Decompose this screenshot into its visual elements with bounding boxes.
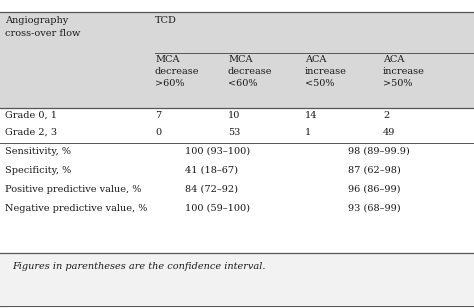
Text: 93 (68–99): 93 (68–99) xyxy=(348,204,401,213)
Text: 100 (59–100): 100 (59–100) xyxy=(185,204,250,213)
Text: Positive predictive value, %: Positive predictive value, % xyxy=(5,185,141,194)
Text: 100 (93–100): 100 (93–100) xyxy=(185,147,250,156)
Bar xyxy=(0,253,474,308)
Bar xyxy=(0,12,474,108)
Text: 49: 49 xyxy=(383,128,395,137)
Text: 1: 1 xyxy=(305,128,311,137)
Bar xyxy=(0,108,474,143)
Text: 98 (89–99.9): 98 (89–99.9) xyxy=(348,147,410,156)
Text: 87 (62–98): 87 (62–98) xyxy=(348,166,401,175)
Text: 53: 53 xyxy=(228,128,240,137)
Text: ACA
increase
>50%: ACA increase >50% xyxy=(383,55,425,88)
Text: 41 (18–67): 41 (18–67) xyxy=(185,166,238,175)
Text: Figures in parentheses are the confidence interval.: Figures in parentheses are the confidenc… xyxy=(12,262,265,271)
Text: 96 (86–99): 96 (86–99) xyxy=(348,185,401,194)
Text: Grade 0, 1: Grade 0, 1 xyxy=(5,111,57,120)
Text: Grade 2, 3: Grade 2, 3 xyxy=(5,128,57,137)
Text: 0: 0 xyxy=(155,128,161,137)
Text: MCA
decrease
>60%: MCA decrease >60% xyxy=(155,55,200,88)
Text: Negative predictive value, %: Negative predictive value, % xyxy=(5,204,147,213)
Bar xyxy=(0,140,474,253)
Text: 2: 2 xyxy=(383,111,389,120)
Text: 7: 7 xyxy=(155,111,161,120)
Text: 84 (72–92): 84 (72–92) xyxy=(185,185,238,194)
Text: 14: 14 xyxy=(305,111,318,120)
Text: ACA
increase
<50%: ACA increase <50% xyxy=(305,55,347,88)
Text: TCD: TCD xyxy=(155,16,177,25)
Text: 10: 10 xyxy=(228,111,240,120)
Text: Angiography
cross-over flow: Angiography cross-over flow xyxy=(5,16,81,38)
Text: MCA
decrease
<60%: MCA decrease <60% xyxy=(228,55,273,88)
Text: Sensitivity, %: Sensitivity, % xyxy=(5,147,71,156)
Text: Specificity, %: Specificity, % xyxy=(5,166,71,175)
